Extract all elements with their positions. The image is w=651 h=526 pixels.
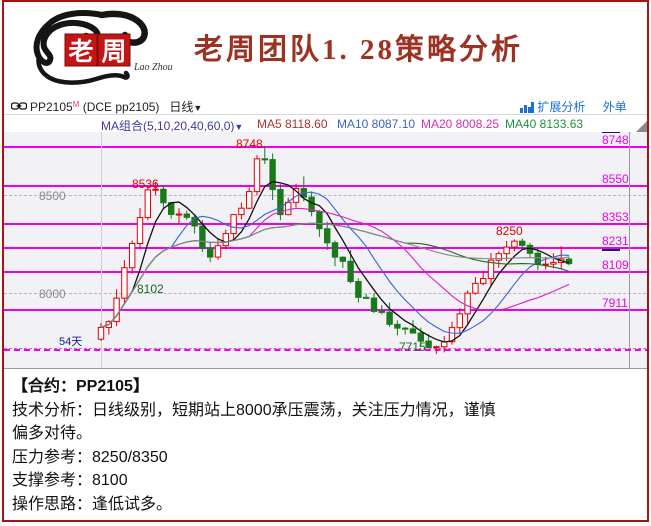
svg-text:老: 老: [68, 38, 93, 66]
svg-text:周: 周: [101, 39, 126, 66]
svg-text:Lao Zhou: Lao Zhou: [133, 62, 173, 73]
